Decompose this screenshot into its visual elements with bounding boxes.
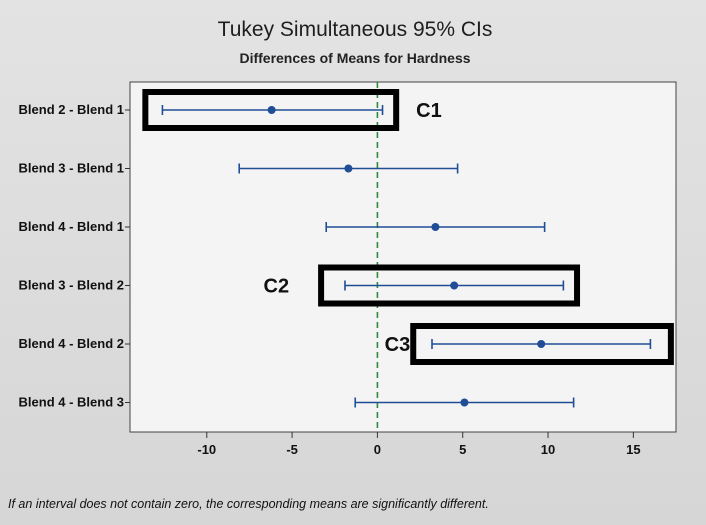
category-label: Blend 2 - Blend 1 — [19, 102, 124, 117]
mean-point — [460, 398, 469, 407]
highlight-label: C2 — [264, 276, 290, 298]
x-tick-label: 15 — [626, 442, 640, 457]
highlight-box — [142, 89, 400, 131]
chart-title: Tukey Simultaneous 95% CIs — [218, 18, 493, 41]
category-label: Blend 4 - Blend 1 — [19, 219, 124, 234]
mean-point — [537, 340, 546, 348]
footnote: If an interval does not contain zero, th… — [8, 497, 489, 511]
mean-point — [344, 164, 353, 173]
x-tick-label: -5 — [286, 442, 298, 457]
x-tick-label: 5 — [459, 442, 466, 457]
plot-content: C1 C2 C3 — [142, 82, 674, 432]
category-label: Blend 4 - Blend 3 — [19, 395, 124, 410]
category-label: Blend 4 - Blend 2 — [19, 336, 124, 351]
mean-point — [431, 223, 440, 231]
chart-subtitle: Differences of Means for Hardness — [239, 50, 470, 66]
x-tick-label: 10 — [541, 442, 555, 457]
highlight-label: C3 — [385, 334, 411, 356]
highlight-box — [410, 323, 674, 365]
plot-area — [129, 81, 677, 433]
highlight-label: C1 — [416, 100, 442, 122]
x-tick-label: 0 — [374, 442, 381, 457]
category-label: Blend 3 - Blend 2 — [19, 278, 124, 293]
mean-point — [450, 281, 459, 290]
highlight-box — [318, 264, 581, 307]
mean-point — [267, 106, 276, 114]
category-label: Blend 3 - Blend 1 — [19, 161, 124, 176]
x-tick-label: -10 — [197, 442, 216, 457]
